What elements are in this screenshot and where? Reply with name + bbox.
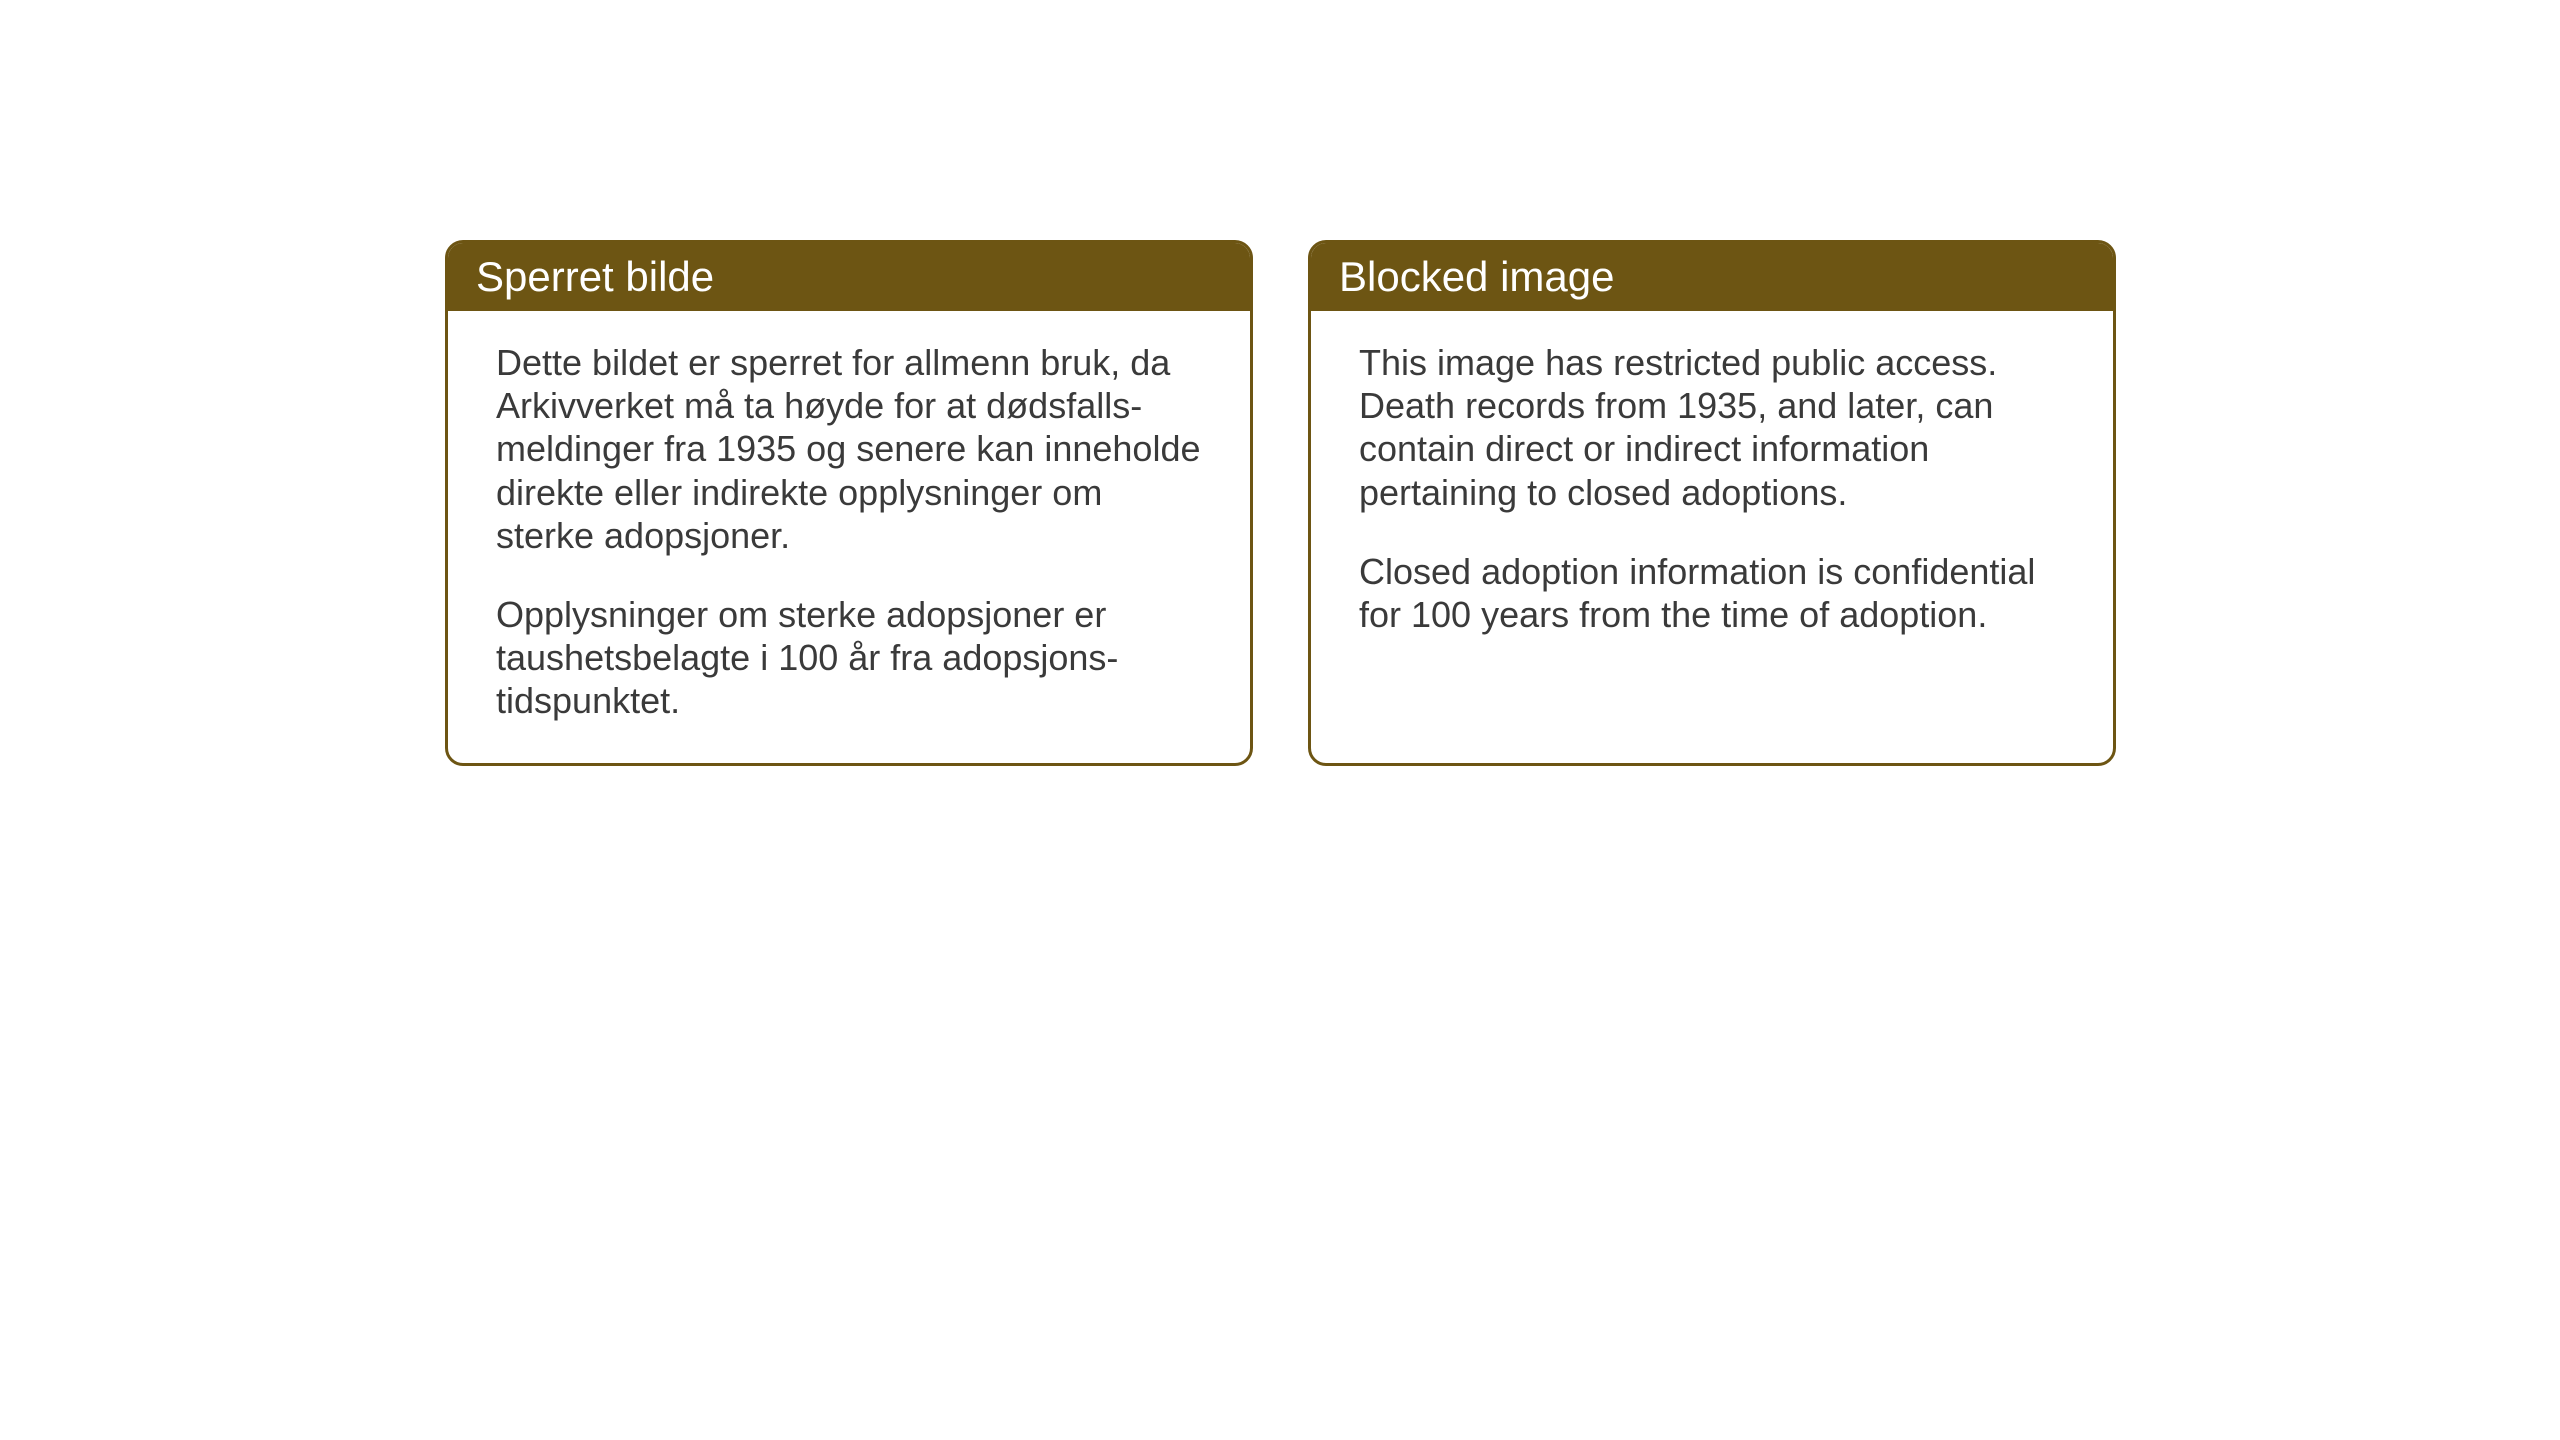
norwegian-card-header: Sperret bilde [448, 243, 1250, 311]
english-card-header: Blocked image [1311, 243, 2113, 311]
english-title: Blocked image [1339, 253, 1614, 300]
english-paragraph-1: This image has restricted public access.… [1359, 341, 2065, 514]
english-paragraph-2: Closed adoption information is confident… [1359, 550, 2065, 636]
english-card-body: This image has restricted public access.… [1311, 311, 2113, 676]
norwegian-title: Sperret bilde [476, 253, 714, 300]
notice-container: Sperret bilde Dette bildet er sperret fo… [445, 240, 2116, 766]
norwegian-paragraph-2: Opplysninger om sterke adopsjoner er tau… [496, 593, 1202, 723]
english-notice-card: Blocked image This image has restricted … [1308, 240, 2116, 766]
norwegian-paragraph-1: Dette bildet er sperret for allmenn bruk… [496, 341, 1202, 557]
norwegian-card-body: Dette bildet er sperret for allmenn bruk… [448, 311, 1250, 763]
norwegian-notice-card: Sperret bilde Dette bildet er sperret fo… [445, 240, 1253, 766]
